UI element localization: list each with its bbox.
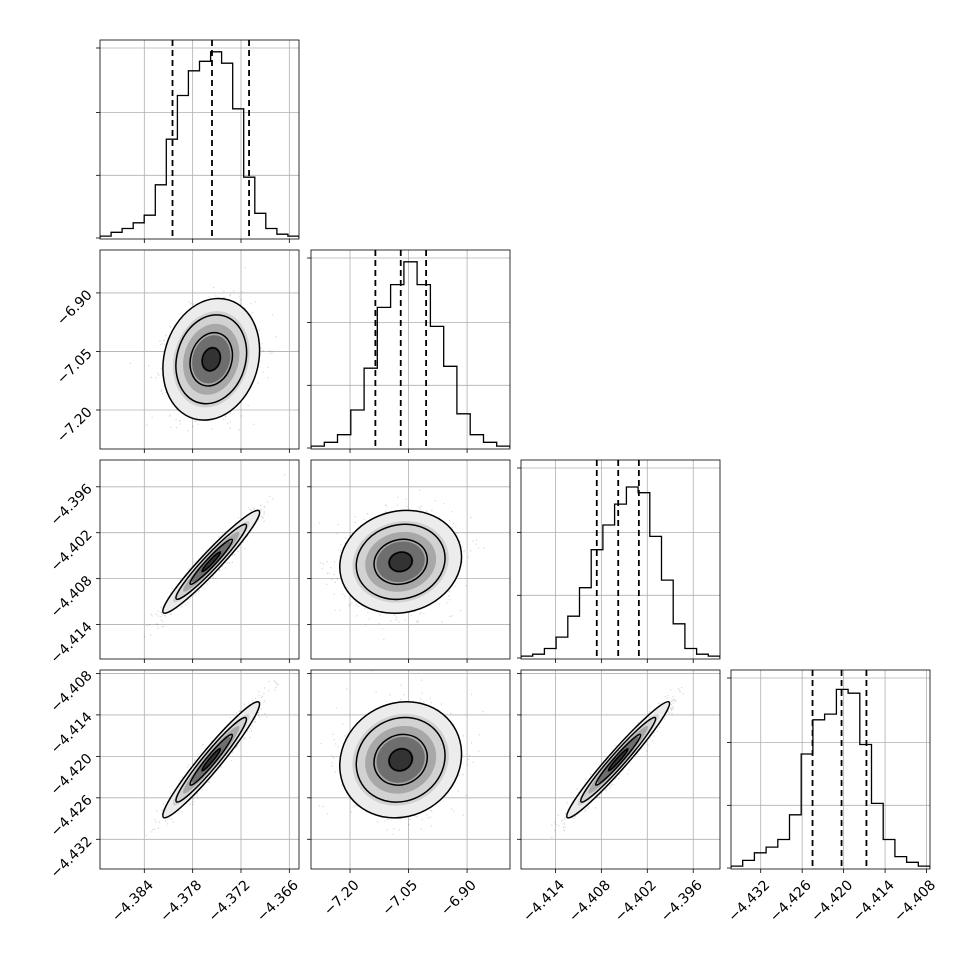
density-level bbox=[388, 551, 414, 573]
y-tick-label: −4.414 bbox=[48, 709, 96, 757]
panel-frame bbox=[520, 459, 721, 660]
panel-content bbox=[100, 250, 299, 449]
contour-line bbox=[189, 538, 234, 586]
panel-2-0 bbox=[96, 459, 300, 663]
x-tick-label: −6.90 bbox=[438, 877, 480, 919]
panel-content bbox=[311, 250, 510, 449]
x-tick-label: −4.396 bbox=[658, 877, 706, 925]
x-tick-label: −4.402 bbox=[612, 877, 660, 925]
panel-frame bbox=[520, 669, 721, 870]
contour-line bbox=[189, 733, 234, 786]
contour-line bbox=[162, 297, 261, 421]
contour-line bbox=[201, 347, 222, 372]
x-tick-label: −4.414 bbox=[520, 877, 568, 925]
contour-line bbox=[607, 748, 629, 772]
y-tick-label: −4.414 bbox=[48, 619, 96, 667]
contour-line bbox=[355, 523, 446, 601]
panel-1-0 bbox=[96, 249, 300, 453]
panel-3-1 bbox=[307, 669, 511, 873]
x-tick-label: −4.426 bbox=[767, 877, 815, 925]
panel-content bbox=[100, 40, 299, 239]
panel-content bbox=[311, 460, 510, 659]
panel-frame bbox=[99, 459, 300, 660]
x-tick-label: −4.378 bbox=[157, 877, 205, 925]
contour-line bbox=[175, 716, 248, 803]
panel-3-0 bbox=[96, 669, 300, 873]
y-tick-label: −7.05 bbox=[54, 346, 96, 388]
y-tick-label: −7.20 bbox=[54, 404, 96, 446]
panel-frame bbox=[99, 669, 300, 870]
histogram-line bbox=[311, 261, 510, 448]
contour-line bbox=[201, 551, 222, 573]
y-tick-label: −4.408 bbox=[48, 573, 96, 621]
panel-frame bbox=[310, 249, 511, 450]
density-level bbox=[201, 551, 222, 573]
contour-line bbox=[201, 748, 221, 772]
density-level bbox=[387, 747, 414, 772]
panel-frame bbox=[310, 669, 511, 870]
y-tick-label: −4.408 bbox=[48, 668, 96, 716]
contour-line bbox=[373, 733, 429, 786]
x-tick-label: −4.408 bbox=[566, 877, 614, 925]
contour-line bbox=[339, 700, 463, 819]
x-tick-label: −4.420 bbox=[808, 877, 856, 925]
panel-3-3 bbox=[727, 669, 931, 873]
y-tick-label: −4.402 bbox=[48, 527, 96, 575]
contour-line bbox=[594, 733, 642, 786]
panel-content bbox=[521, 670, 720, 869]
panel-2-2 bbox=[517, 459, 721, 663]
panel-1-1 bbox=[307, 249, 511, 453]
contour-line bbox=[355, 716, 446, 803]
contour-line bbox=[162, 509, 261, 614]
density-level bbox=[607, 747, 629, 772]
panel-content bbox=[100, 670, 299, 869]
x-tick-label: −4.366 bbox=[254, 877, 302, 925]
x-tick-label: −4.408 bbox=[891, 877, 939, 925]
panel-0-0 bbox=[96, 39, 300, 243]
contour-line bbox=[579, 716, 657, 803]
contour-line bbox=[373, 538, 429, 586]
histogram-line bbox=[731, 688, 930, 868]
histogram-line bbox=[100, 51, 299, 238]
contour-line bbox=[388, 748, 413, 772]
y-tick-label: −4.426 bbox=[48, 792, 96, 840]
x-tick-label: −7.05 bbox=[379, 877, 421, 919]
panel-content bbox=[521, 460, 720, 659]
panel-frame bbox=[310, 459, 511, 660]
contour-line bbox=[388, 551, 413, 573]
contour-line bbox=[175, 314, 248, 405]
panel-3-2 bbox=[517, 669, 721, 873]
y-tick-label: −4.420 bbox=[48, 751, 96, 799]
panel-2-1 bbox=[307, 459, 511, 663]
y-tick-label: −4.432 bbox=[48, 834, 96, 882]
panel-content bbox=[100, 460, 299, 659]
contour-line bbox=[566, 700, 671, 819]
contour-line bbox=[162, 700, 261, 819]
density-level bbox=[201, 747, 222, 772]
panel-content bbox=[731, 670, 930, 869]
x-tick-label: −4.414 bbox=[850, 877, 898, 925]
histogram-line bbox=[521, 486, 720, 658]
x-tick-label: −4.372 bbox=[206, 877, 254, 925]
panel-content bbox=[311, 670, 510, 869]
density-level bbox=[201, 346, 222, 372]
x-tick-label: −4.432 bbox=[725, 877, 773, 925]
contour-line bbox=[175, 523, 248, 601]
x-tick-label: −4.384 bbox=[109, 877, 157, 925]
y-tick-label: −6.90 bbox=[54, 287, 96, 329]
contour-line bbox=[189, 331, 234, 387]
contour-line bbox=[339, 509, 463, 615]
panel-frame bbox=[730, 669, 931, 870]
y-tick-label: −4.396 bbox=[48, 481, 96, 529]
panel-frame bbox=[99, 39, 300, 240]
x-tick-label: −7.20 bbox=[321, 877, 363, 919]
panel-frame bbox=[99, 249, 300, 450]
